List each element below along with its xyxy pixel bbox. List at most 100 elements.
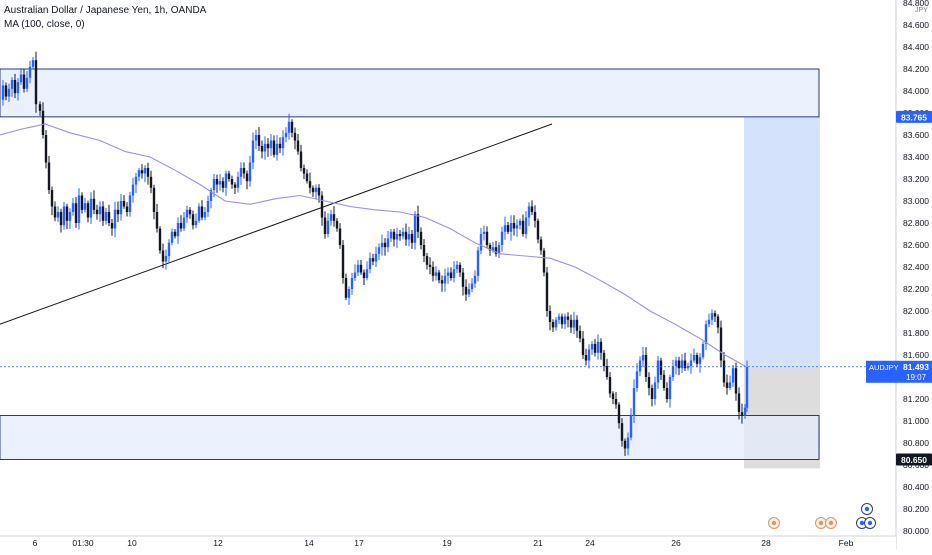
zone-bottom-badge-bg [896, 453, 932, 466]
candle [122, 195, 126, 209]
candle-body [242, 168, 246, 174]
candle-body [137, 170, 141, 177]
candle-body [680, 360, 684, 369]
candle [725, 374, 729, 395]
candle-body [518, 220, 522, 226]
symbol-title[interactable]: Australian Dollar / Japanese Yen, 1h, OA… [4, 5, 207, 16]
economic-event-icon[interactable] [825, 517, 837, 529]
candle [503, 216, 507, 240]
candle [401, 227, 405, 240]
candle-body [524, 217, 528, 234]
candle-body [494, 247, 498, 254]
candle [656, 356, 660, 389]
candle [28, 60, 32, 84]
candle [602, 349, 606, 372]
candle [707, 313, 711, 328]
candle-body [745, 367, 749, 408]
candle [323, 211, 327, 239]
candle-body [656, 360, 660, 383]
y-tick-label: 84.400 [903, 42, 929, 52]
economic-event-icon[interactable] [815, 517, 827, 529]
event-icons[interactable] [768, 503, 876, 529]
candle [44, 130, 48, 169]
economic-event-icon[interactable] [768, 517, 780, 529]
economic-event-icon[interactable] [861, 503, 873, 515]
candle [632, 379, 636, 423]
zone-bottom-badge: 80.650 [901, 455, 927, 465]
candle-body [350, 278, 354, 289]
candle-body [34, 60, 38, 105]
trendline-layer[interactable] [0, 123, 553, 325]
time-axis[interactable]: 6 01:30 10 12 14 17 19 21 24 26 28 Feb [0, 535, 896, 550]
candle [677, 356, 681, 376]
candle [338, 223, 342, 249]
candle [662, 370, 666, 391]
candle [263, 136, 267, 160]
candle-body [404, 231, 408, 240]
candle-body [578, 330, 582, 339]
target-box[interactable] [744, 116, 820, 368]
candle [611, 391, 615, 405]
candle [605, 358, 609, 380]
candle [257, 126, 261, 151]
indicator-title[interactable]: MA (100, close, 0) [4, 19, 85, 30]
y-tick-label: 84.200 [903, 64, 929, 74]
trendline[interactable] [0, 123, 553, 325]
price-axis[interactable]: 84.80084.60084.40084.20084.00083.80083.6… [866, 0, 932, 550]
candle-body [254, 135, 258, 141]
candle-body [566, 316, 570, 320]
drawing-zones[interactable] [0, 68, 820, 469]
candle [404, 223, 408, 246]
candle [125, 202, 129, 217]
candle-body [719, 327, 723, 361]
candle-body [665, 388, 669, 399]
demand-zone[interactable] [0, 415, 820, 460]
candle [239, 162, 243, 185]
candle-body [152, 187, 156, 212]
candle-body [122, 201, 126, 207]
candle-body [497, 245, 501, 254]
candle [428, 257, 432, 275]
candle [116, 201, 120, 223]
candle-body [455, 264, 459, 270]
candle-body [569, 319, 573, 328]
candle [140, 164, 144, 179]
candle [461, 268, 465, 296]
candle [161, 243, 165, 269]
candle [158, 226, 162, 254]
current-price-label: 81.493 [903, 362, 929, 372]
candle [275, 135, 279, 161]
candle [671, 359, 675, 381]
y-tick-label: 84.600 [903, 20, 929, 30]
candle-body [572, 319, 576, 328]
y-tick-label: 82.400 [903, 262, 929, 272]
candle [137, 167, 141, 182]
y-tick-label: 83.600 [903, 130, 929, 140]
candle-body [134, 176, 138, 185]
candle [287, 113, 291, 140]
candle [299, 144, 303, 172]
candle [626, 432, 630, 456]
candle-body [167, 242, 171, 256]
candle-body [386, 238, 390, 248]
candle [200, 200, 204, 221]
candle-body [647, 377, 651, 388]
x-tick-label: 28 [761, 538, 771, 548]
candle [599, 338, 603, 360]
candle-body [209, 190, 213, 201]
candle [341, 240, 345, 284]
candle-body [701, 344, 705, 358]
candle-body [413, 214, 417, 243]
candle [434, 266, 438, 281]
candle [479, 228, 483, 255]
candle-body [623, 440, 627, 449]
candle [617, 402, 621, 429]
economic-event-icon[interactable] [864, 517, 876, 529]
supply-zone[interactable] [0, 68, 820, 118]
candle-body [92, 198, 96, 210]
candle [221, 177, 225, 193]
time-axis-bg [0, 536, 896, 550]
candle [149, 170, 153, 194]
